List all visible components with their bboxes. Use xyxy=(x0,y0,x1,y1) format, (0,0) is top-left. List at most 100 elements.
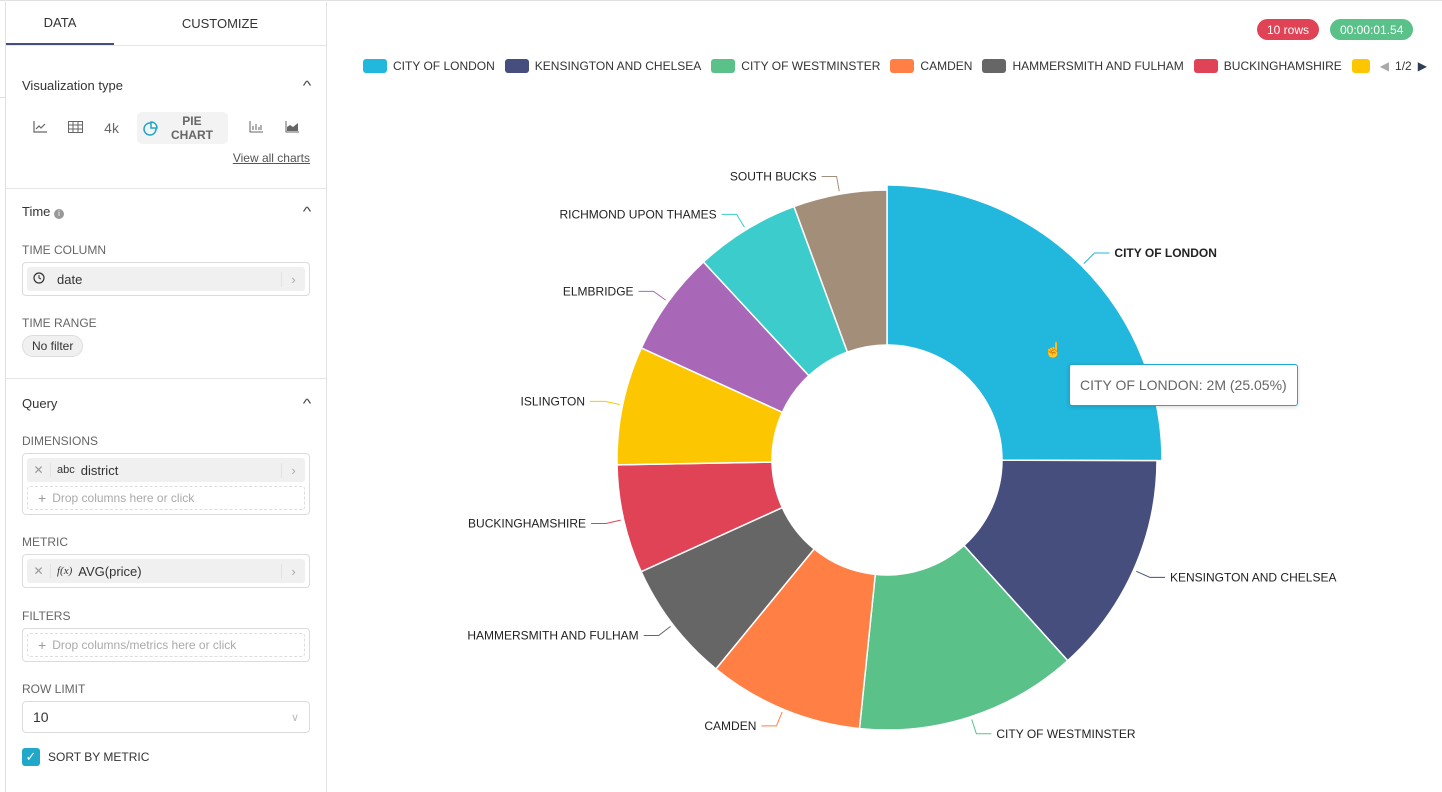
pie-slice[interactable] xyxy=(962,459,1158,662)
control-panel: DATA CUSTOMIZE Visualization type ^ 4k P… xyxy=(5,2,327,792)
tab-data[interactable]: DATA xyxy=(6,2,114,45)
row-limit-value: 10 xyxy=(33,709,49,725)
dimensions-label: DIMENSIONS xyxy=(22,434,99,448)
legend-swatch xyxy=(982,59,1007,73)
metric-field: ✕ f(x) AVG(price) › xyxy=(22,554,310,588)
label-leader-line xyxy=(1136,570,1165,578)
chevron-right-icon[interactable]: › xyxy=(281,271,305,287)
big-number-button[interactable]: 4k xyxy=(104,120,119,136)
query-header[interactable]: Query ^ xyxy=(22,393,312,413)
slice-label: RICHMOND UPON THAMES xyxy=(559,207,716,221)
pie-chart-selected[interactable]: PIE CHART xyxy=(137,112,229,144)
dimensions-field: ✕ abc district › + Drop columns here or c… xyxy=(22,453,310,515)
slice-label: BUCKINGHAMSHIRE xyxy=(468,516,586,530)
legend-item[interactable]: CITY OF LONDON xyxy=(363,59,495,73)
string-type-icon: abc xyxy=(57,464,75,476)
label-leader-line xyxy=(971,719,992,735)
viz-type-section: Visualization type ^ 4k PIE CHART View a… xyxy=(6,46,326,189)
viz-type-header[interactable]: Visualization type ^ xyxy=(22,75,312,95)
legend-label: HAMMERSMITH AND FULHAM xyxy=(1012,59,1184,73)
metric-pill[interactable]: ✕ f(x) AVG(price) › xyxy=(27,559,305,583)
table-icon[interactable] xyxy=(58,120,94,136)
time-section: Time i ^ TIME COLUMN date › TIME RANGE N… xyxy=(6,189,326,379)
plus-icon: + xyxy=(38,490,47,506)
pie-slice[interactable] xyxy=(793,189,888,354)
metric-label: METRIC xyxy=(22,535,68,549)
legend-page: 1/2 xyxy=(1395,59,1412,73)
legend-item[interactable]: CITY OF WESTMINSTER xyxy=(711,59,880,73)
chevron-up-icon[interactable]: ^ xyxy=(302,203,312,219)
plus-icon: + xyxy=(38,637,47,653)
divider xyxy=(0,97,5,98)
slice-label: ELMBRIDGE xyxy=(563,284,634,298)
query-section: Query ^ DIMENSIONS ✕ abc district › + Dro… xyxy=(6,379,326,766)
chevron-down-icon: ∨ xyxy=(290,711,299,724)
dimension-value: district xyxy=(80,462,119,478)
chart-tooltip: CITY OF LONDON: 2M (25.05%) xyxy=(1069,364,1298,406)
chevron-right-icon[interactable]: › xyxy=(281,563,305,579)
slice-label: ISLINGTON xyxy=(521,394,585,408)
legend-item[interactable]: HAMMERSMITH AND FULHAM xyxy=(982,59,1184,73)
time-column-field[interactable]: date › xyxy=(22,262,310,296)
sort-by-metric-label: SORT BY METRIC xyxy=(48,750,150,764)
tab-customize[interactable]: CUSTOMIZE xyxy=(181,16,259,31)
legend-label: CITY OF WESTMINSTER xyxy=(741,59,881,73)
filters-drop-zone[interactable]: + Drop columns/metrics here or click xyxy=(27,633,305,657)
legend-item[interactable]: CAMDEN xyxy=(890,59,972,73)
row-limit-label: ROW LIMIT xyxy=(22,682,86,696)
area-chart-icon[interactable] xyxy=(274,120,310,136)
time-column-value: date xyxy=(57,271,83,287)
viz-type-list: 4k PIE CHART xyxy=(22,112,310,144)
drop-placeholder: Drop columns here or click xyxy=(52,491,195,505)
slice-label: CAMDEN xyxy=(704,719,756,733)
legend-item-partial[interactable] xyxy=(1351,59,1370,73)
label-leader-line xyxy=(821,175,840,192)
slice-label: CITY OF WESTMINSTER xyxy=(996,727,1135,741)
chevron-up-icon[interactable]: ^ xyxy=(302,77,312,93)
slice-label: CITY OF LONDON xyxy=(1114,246,1216,260)
prev-page-icon[interactable]: ◀ xyxy=(1379,59,1390,73)
time-range-label: TIME RANGE xyxy=(22,316,97,330)
sort-by-metric-checkbox[interactable]: ✓ SORT BY METRIC xyxy=(22,748,310,766)
time-range-button[interactable]: No filter xyxy=(22,335,84,357)
chart-legend: CITY OF LONDON KENSINGTON AND CHELSEA CITY… xyxy=(363,59,1427,73)
bar-chart-icon[interactable] xyxy=(238,120,274,136)
label-leader-line xyxy=(1083,252,1110,265)
line-chart-icon[interactable] xyxy=(22,120,58,136)
clock-icon xyxy=(27,271,51,287)
panel-tabs: DATA CUSTOMIZE xyxy=(6,2,326,46)
dimension-pill[interactable]: ✕ abc district › xyxy=(27,458,305,482)
label-leader-line xyxy=(761,711,783,727)
remove-icon[interactable]: ✕ xyxy=(27,463,51,477)
pie-chart-label: PIE CHART xyxy=(170,114,213,142)
chevron-up-icon[interactable]: ^ xyxy=(302,395,312,411)
pie-slice[interactable] xyxy=(858,544,1069,731)
label-leader-line xyxy=(591,519,621,524)
remove-icon[interactable]: ✕ xyxy=(27,564,51,578)
query-title: Query xyxy=(22,395,58,411)
metric-value: AVG(price) xyxy=(78,563,142,579)
hand-cursor-icon: ☝ xyxy=(1044,342,1063,359)
next-page-icon[interactable]: ▶ xyxy=(1417,59,1427,73)
time-column-label: TIME COLUMN xyxy=(22,243,106,257)
viz-type-title: Visualization type xyxy=(22,77,123,93)
chevron-right-icon[interactable]: › xyxy=(281,462,305,478)
label-leader-line xyxy=(721,213,745,228)
filters-field: + Drop columns/metrics here or click xyxy=(22,628,310,662)
row-limit-select[interactable]: 10 ∨ xyxy=(22,701,310,733)
pie-slice[interactable] xyxy=(886,184,1163,462)
function-icon: f(x) xyxy=(57,565,73,577)
time-header[interactable]: Time i ^ xyxy=(22,201,312,221)
legend-item[interactable]: KENSINGTON AND CHELSEA xyxy=(504,59,702,73)
view-all-charts-link[interactable]: View all charts xyxy=(232,151,310,165)
legend-swatch xyxy=(711,59,736,73)
info-icon[interactable]: i xyxy=(54,208,65,219)
legend-label: CAMDEN xyxy=(920,59,973,73)
dimensions-drop-zone[interactable]: + Drop columns here or click xyxy=(27,486,305,510)
legend-swatch xyxy=(1351,59,1370,73)
label-leader-line xyxy=(638,290,667,301)
legend-item[interactable]: BUCKINGHAMSHIRE xyxy=(1193,59,1342,73)
legend-label: KENSINGTON AND CHELSEA xyxy=(534,59,702,73)
label-leader-line xyxy=(590,400,620,405)
slice-label: SOUTH BUCKS xyxy=(730,169,817,183)
